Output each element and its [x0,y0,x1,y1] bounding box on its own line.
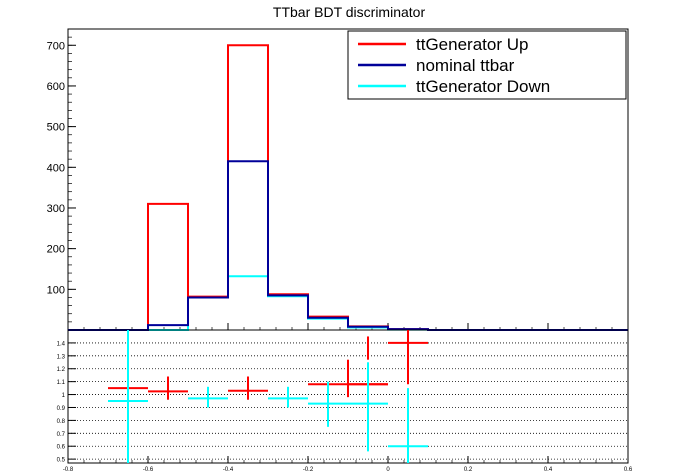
ratio-x-tick-label: 0.6 [624,467,633,473]
y-tick-label: 200 [47,244,65,256]
ratio-x-tick-label: -0.2 [303,467,314,473]
ratio-y-tick-label: 0.5 [57,458,66,464]
ratio-y-tick-label: 1 [62,393,66,399]
ratio-y-tick-label: 1.3 [57,354,66,360]
ratio-point-ttgenerator-up [228,376,268,400]
ratio-point-ttgenerator-up [308,359,388,398]
ratio-y-tick-label: 0.7 [57,432,66,438]
ratio-point-ttgenerator-down [348,362,388,452]
ratio-point-ttgenerator-up [148,376,188,400]
ratio-x-tick-label: -0.8 [63,467,74,473]
ratio-x-tick-label: -0.4 [223,467,234,473]
ratio-point-ttgenerator-down [188,386,228,408]
ratio-y-tick-label: 0.9 [57,406,66,412]
ratio-point-ttgenerator-up [388,330,428,385]
ratio-y-tick-label: 1.1 [57,380,66,386]
y-tick-label: 500 [47,122,65,134]
y-tick-label: 600 [47,81,65,93]
chart-title: TTbar BDT discriminator [272,4,426,20]
ratio-x-tick-label: -0.6 [143,467,154,473]
legend: ttGenerator Up nominal ttbar ttGenerator D… [347,30,627,100]
ratio-point-ttgenerator-down [308,381,348,427]
ratio-y-tick-label: 0.8 [57,419,66,425]
ratio-y-tick-label: 1.4 [57,341,66,347]
legend-entry: ttGenerator Up [416,35,528,54]
histogram-nominal-ttbar [68,160,628,331]
ratio-frame [67,329,629,464]
ratio-y-tick-label: 0.6 [57,445,66,451]
legend-entry: nominal ttbar [416,56,515,75]
ratio-point-ttgenerator-down [108,330,148,463]
y-tick-label: 400 [47,162,65,174]
ratio-x-tick-label: 0 [386,467,390,473]
y-tick-label: 100 [47,284,65,296]
ratio-point-ttgenerator-down [388,388,428,463]
y-tick-label: 700 [47,40,65,52]
ratio-x-tick-label: 0.2 [464,467,473,473]
legend-entry: ttGenerator Down [416,77,550,96]
ratio-panel: 0.5 0.6 0.7 0.8 0.9 1 1.1 1.2 1.3 1.4 -0.8 -0.6 -0.4… [57,329,633,473]
ratio-x-tick-label: 0.4 [544,467,553,473]
ratio-y-tick-label: 1.2 [57,367,66,373]
ratio-point-ttgenerator-down [268,386,308,408]
y-tick-label: 300 [47,203,65,215]
